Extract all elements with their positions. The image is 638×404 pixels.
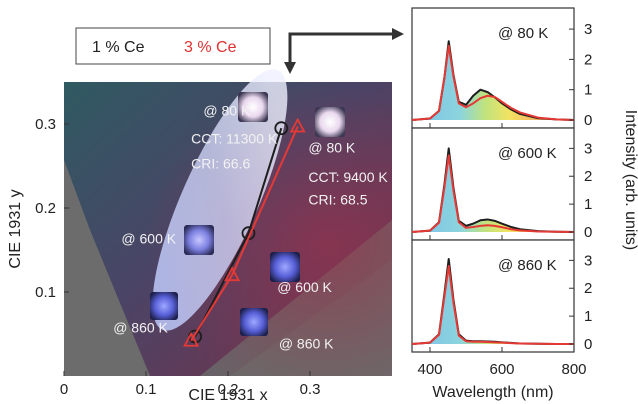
cie-x-tick-label: 0.3 [300,381,321,398]
spectrum-y-tick-label: 0 [584,336,592,353]
cie-y-axis-label: CIE 1931 y [7,189,24,268]
spectrum-y-tick-label: 3 [584,252,592,269]
spectrum-x-tick-label: 600 [489,361,514,378]
spectrum-fill [412,41,574,120]
spectrum-y-tick-label: 0 [584,224,592,241]
cie-axes: 0 0.1 0.2 0.3 0.1 0.2 0.3 CIE 1931 x CIE 1931 y [7,116,320,404]
spectrum-x-tick-label: 800 [561,361,586,378]
photo-600k-3pct [270,252,300,282]
cie-point-1pct [274,121,289,136]
sample-photos [150,92,345,336]
cie-point-3pct [183,331,200,347]
cie-point-3pct [224,266,241,282]
cie-x-tick-label: 0.1 [136,381,157,398]
cie-x-axis-label: CIE 1931 x [188,387,267,404]
cie-annotation: CRI: 68.5 [308,192,367,208]
spectrum-y-axis-label: Intensity (arb. units) [622,110,638,251]
cie-annotation: @ 600 K [121,230,176,246]
cie-annotation: @ 80 K [308,140,356,156]
cie-annotation: CCT: 11300 K [191,130,278,146]
cie-line-1pct [194,127,283,337]
connector-arrow [284,28,404,74]
cie-y-tick-label: 0.2 [35,200,56,217]
cie-annotation: @ 80 K [203,103,251,119]
spectrum-x-axis-label: Wavelength (nm) [432,384,553,401]
legend-item-3pct: 3 % Ce [184,39,237,56]
legend-box [75,27,271,65]
spectrum-fill [412,148,574,232]
cie-annotation: CCT: 9400 K [308,169,388,185]
photo-860k-3pct [240,308,268,336]
spectrum-panel: 0 1 2 3 @ 600 K [411,127,592,241]
cie-annotation: @ 860 K [113,319,168,335]
spectrum-panel: 0 1 2 3 @ 860 K [411,239,592,353]
spectrum-line-3pct [411,154,575,233]
spectrum-y-tick-label: 0 [584,112,592,129]
spectrum-line-3pct [411,264,574,345]
cie-x-tick-label: 0 [60,381,68,398]
cie-series [183,117,306,347]
photo-80k-3pct [315,107,345,137]
spectrum-panel-label: @ 600 K [498,145,557,162]
spectrum-y-tick-label: 1 [584,308,592,325]
legend: 1 % Ce 3 % Ce [75,27,271,65]
cie-annotation: CRI: 66.6 [191,156,250,172]
spectrum-y-tick-label: 2 [584,280,592,297]
spectrum-y-tick-label: 2 [584,168,592,185]
photo-80k-1pct [238,92,268,122]
photo-600k-1pct [184,225,214,255]
cie-x-tick-label: 0.2 [218,381,239,398]
spectrum-fill [412,258,574,344]
spectrum-panel-label: @ 80 K [498,25,548,42]
highlight-ellipse [152,69,288,331]
spectrum-y-tick-label: 3 [584,21,592,38]
cie-annotation: @ 600 K [277,279,332,295]
spectrum-x-tick-label: 400 [417,361,442,378]
cie-line-3pct [190,126,299,342]
cie-y-tick-label: 0.3 [35,116,56,133]
spectrum-y-tick-label: 2 [584,51,592,68]
spectrum-y-tick-label: 1 [584,82,592,99]
spectrum-y-tick-label: 1 [584,196,592,213]
photo-860k-1pct [150,292,178,320]
spectrum-panel-label: @ 860 K [498,257,557,274]
cie-annotations: @ 80 K CCT: 11300 K CRI: 66.6 @ 80 K CCT: 94… [113,103,388,352]
cie-annotation: @ 860 K [279,335,334,351]
cie-point-3pct [289,117,306,133]
cie-y-tick-label: 0.1 [35,284,56,301]
spectra-panels: 0 1 2 3 @ 80 K 0 1 2 3 @ 600 K 0 1 2 3 @ 860 K 400 600 80… [411,7,638,401]
legend-item-1pct: 1 % Ce [92,39,145,56]
spectrum-panel: 0 1 2 3 @ 80 K [411,7,592,129]
spectrum-line-3pct [411,44,575,121]
spectrum-y-tick-label: 3 [584,140,592,157]
